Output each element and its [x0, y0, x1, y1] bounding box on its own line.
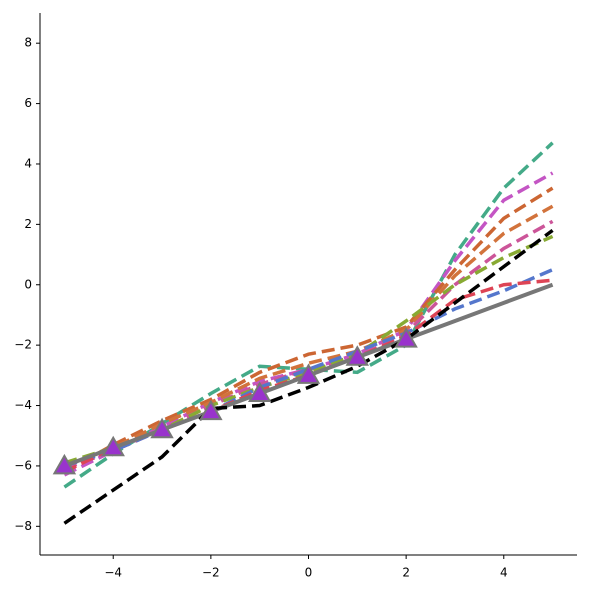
marker — [394, 327, 418, 348]
x-tick-label: 4 — [500, 566, 508, 580]
y-tick-label: 0 — [24, 277, 32, 291]
x-tick-label: −4 — [104, 566, 122, 580]
marker — [296, 363, 321, 384]
marker — [247, 381, 272, 402]
x-tick-label: −2 — [202, 566, 220, 580]
x-tick-label: 0 — [305, 566, 313, 580]
y-tick-label: 4 — [24, 156, 32, 170]
marker — [199, 399, 223, 421]
y-tick-label: −4 — [14, 398, 32, 412]
y-tick-label: 8 — [24, 36, 32, 50]
line — [63, 204, 554, 468]
y-tick-label: 6 — [24, 96, 32, 110]
y-tick-label: −2 — [14, 338, 32, 352]
marker — [101, 435, 125, 457]
line — [63, 186, 554, 474]
marker — [345, 345, 370, 366]
y-tick-label: 2 — [24, 217, 32, 231]
line — [63, 278, 553, 474]
y-tick-label: −6 — [14, 458, 32, 472]
marker — [150, 417, 174, 439]
line — [63, 228, 554, 525]
line — [63, 171, 554, 477]
marker — [52, 453, 77, 475]
x-tick-label: 2 — [402, 566, 410, 580]
y-tick-label: −8 — [14, 519, 32, 533]
line — [63, 234, 554, 465]
